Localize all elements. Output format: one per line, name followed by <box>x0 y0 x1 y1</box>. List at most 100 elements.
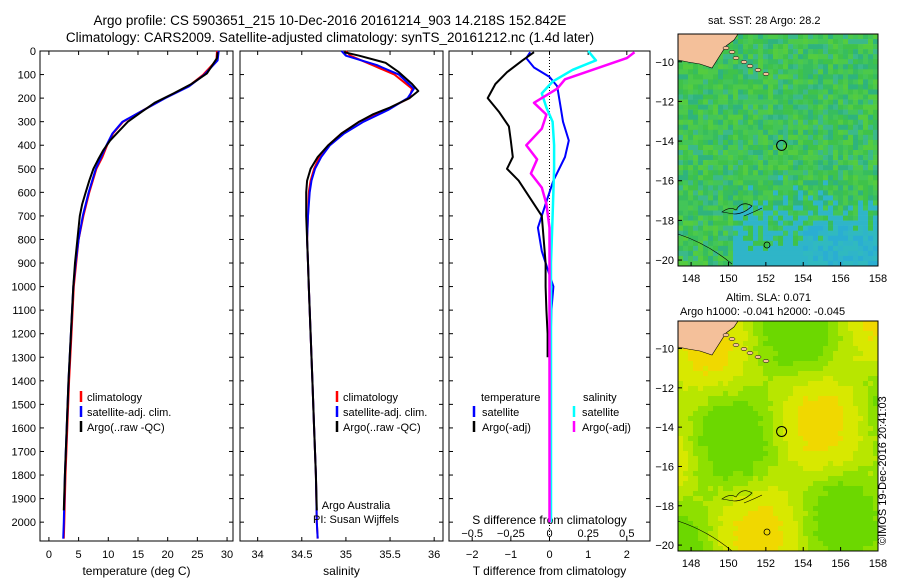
map-cell <box>818 421 824 427</box>
map-cell <box>693 491 699 497</box>
map-cell <box>683 89 689 95</box>
map-cell <box>803 160 809 166</box>
map-cell <box>678 230 684 237</box>
map-cell <box>778 134 784 141</box>
map-cell <box>748 371 754 377</box>
map-cell <box>773 190 779 196</box>
map-cell <box>778 361 784 367</box>
map-cell <box>813 139 819 146</box>
map-cell <box>733 521 739 527</box>
map-cell <box>753 225 759 231</box>
map-cell <box>783 215 789 221</box>
map-cell <box>853 381 859 387</box>
map-cell <box>818 124 824 131</box>
map-cell <box>718 516 724 522</box>
map-cell <box>733 346 739 352</box>
map-cell <box>858 401 864 407</box>
map-cell <box>748 491 754 497</box>
map-cell <box>848 150 854 156</box>
map-cell <box>853 255 859 262</box>
map-cell <box>738 170 744 176</box>
map-cell <box>703 486 709 492</box>
map-cell <box>783 486 789 492</box>
map-cell <box>793 109 799 115</box>
map-cell <box>828 69 834 75</box>
map-cell <box>838 165 844 171</box>
map-y-tick-label: −12 <box>655 383 674 395</box>
map-cell <box>738 336 744 342</box>
map-cell <box>798 190 804 196</box>
map-cell <box>733 371 739 377</box>
map-cell <box>718 411 724 417</box>
map-x-tick-label: 152 <box>757 273 775 285</box>
map-cell <box>743 321 749 327</box>
map-cell <box>808 44 814 50</box>
map-cell <box>738 326 744 332</box>
map-cell <box>848 501 854 507</box>
map-cell <box>833 446 839 452</box>
map-cell <box>723 59 729 65</box>
map-cell <box>693 521 699 527</box>
map-cell <box>723 341 729 347</box>
map-cell <box>873 476 879 482</box>
map-cell <box>753 104 759 110</box>
map-cell <box>818 160 824 166</box>
map-cell <box>803 456 809 462</box>
map-cell <box>818 471 824 477</box>
map-cell <box>858 341 864 347</box>
map-cell <box>868 376 874 382</box>
map-cell <box>818 255 824 262</box>
map-cell <box>863 516 869 522</box>
map-cell <box>853 436 859 442</box>
map-cell <box>848 486 854 492</box>
map-cell <box>738 501 744 507</box>
map-cell <box>793 79 799 85</box>
map-cell <box>723 170 729 176</box>
map-cell <box>818 144 824 151</box>
y-tick-label: 900 <box>18 258 36 270</box>
map-cell <box>708 99 714 105</box>
map-cell <box>743 421 749 427</box>
map-cell <box>688 175 694 181</box>
map-cell <box>798 516 804 522</box>
map-cell <box>768 124 774 131</box>
map-frame <box>677 33 879 267</box>
map-cell <box>683 129 689 136</box>
map-cell <box>743 230 749 237</box>
title-line-1: Argo profile: CS 5903651_215 10-Dec-2016… <box>93 13 567 28</box>
map-cell <box>708 225 714 231</box>
map-cell <box>763 396 769 402</box>
map-cell <box>738 74 744 80</box>
map-cell <box>838 526 844 532</box>
map-cell <box>863 491 869 497</box>
map-cell <box>828 486 834 492</box>
map-cell <box>838 150 844 156</box>
map-cell <box>798 366 804 372</box>
map-cell <box>748 446 754 452</box>
x-tick-label: 34.5 <box>291 549 312 561</box>
map-cell <box>848 446 854 452</box>
map-x-tick-label: 158 <box>869 558 887 570</box>
map-cell <box>678 170 684 176</box>
map-cell <box>748 321 754 327</box>
map-cell <box>868 180 874 186</box>
map-cell <box>748 386 754 392</box>
map-cell <box>698 160 704 166</box>
map-cell <box>723 245 729 252</box>
map-cell <box>738 165 744 171</box>
map-cell <box>833 59 839 65</box>
reef-outline <box>743 207 763 217</box>
map-cell <box>683 381 689 387</box>
map-cell <box>783 94 789 100</box>
map-cell <box>713 416 719 422</box>
map-cell <box>683 64 689 70</box>
map-cell <box>808 39 814 45</box>
map-cell <box>723 260 729 267</box>
map-cell <box>723 411 729 417</box>
map-cell <box>858 351 864 357</box>
map-cell <box>828 250 834 257</box>
map-cell <box>678 406 684 412</box>
map-cell <box>778 175 784 181</box>
map-cell <box>858 59 864 65</box>
map-cell <box>783 54 789 60</box>
